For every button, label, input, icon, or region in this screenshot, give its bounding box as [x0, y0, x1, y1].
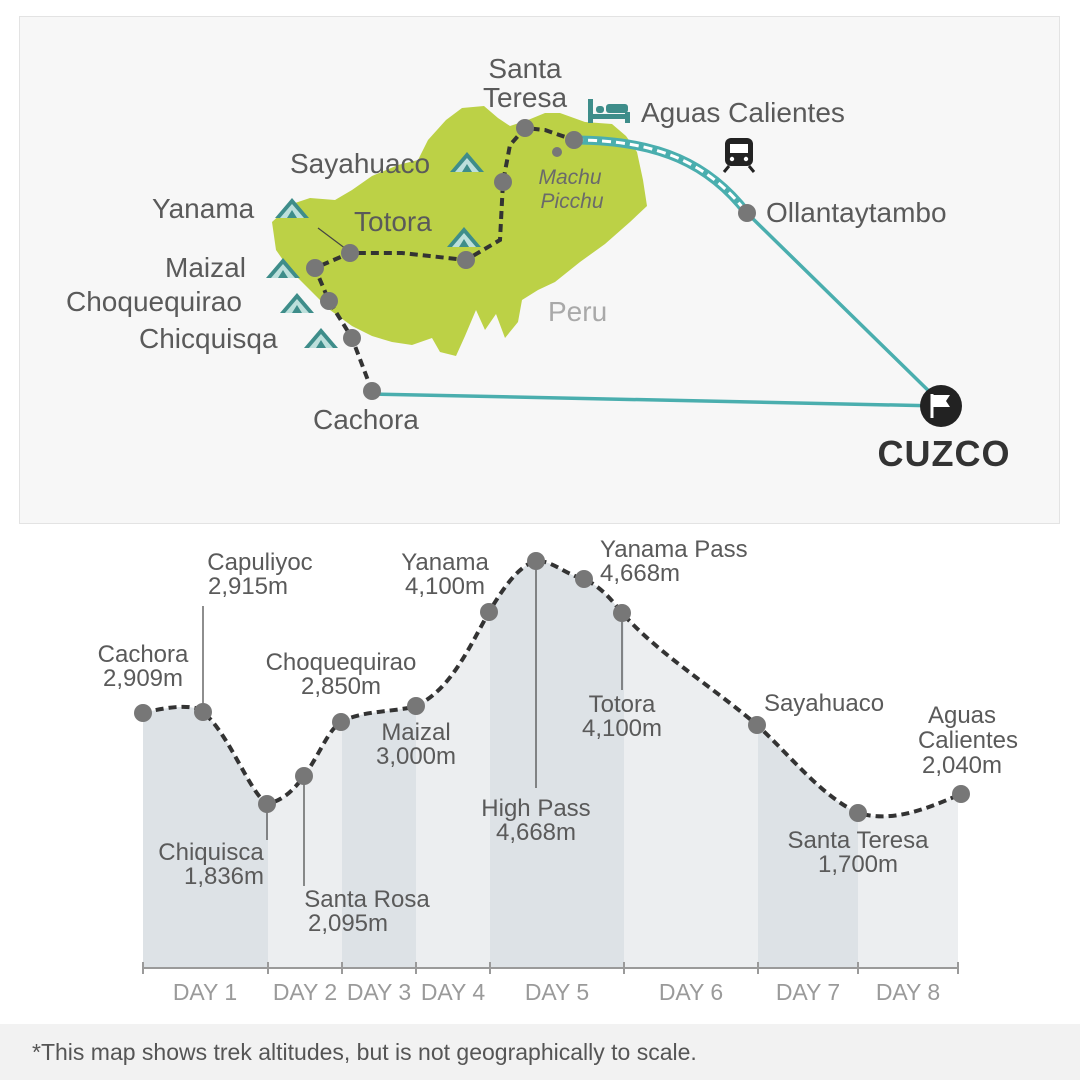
point-capuliyoc — [194, 703, 212, 721]
point-high-pass — [527, 552, 545, 570]
alt-label-high-pass-value: 4,668m — [496, 819, 576, 846]
point-totora — [613, 604, 631, 622]
profile-sky-mask — [130, 540, 975, 817]
point-yanama — [480, 603, 498, 621]
alt-label-sayahuaco-name: Sayahuaco — [764, 690, 884, 717]
alt-label-maizal-name: Maizal — [381, 719, 450, 746]
marker-machu-picchu — [552, 147, 562, 157]
marker-aguas-calientes — [565, 131, 583, 149]
alt-label-santa-rosa-value: 2,095m — [308, 910, 388, 937]
route-road-cachora-cuzco — [371, 392, 941, 408]
alt-label-aguas-calientes-name-1: Aguas — [928, 702, 996, 729]
alt-label-cachora-value: 2,909m — [103, 665, 183, 692]
point-santa-rosa — [295, 767, 313, 785]
profile-markers — [134, 552, 970, 822]
alt-label-aguas-calientes-value: 2,040m — [922, 752, 1002, 779]
label-cuzco: CUZCO — [878, 433, 1011, 474]
point-santa-teresa — [849, 804, 867, 822]
marker-santa-teresa — [516, 119, 534, 137]
alt-label-santa-rosa-name: Santa Rosa — [304, 886, 430, 913]
day-label-5: DAY 5 — [525, 979, 589, 1005]
label-cachora: Cachora — [313, 404, 419, 435]
alt-label-maizal-value: 3,000m — [376, 743, 456, 770]
marker-chicquisqa — [343, 329, 361, 347]
flag-icon — [920, 385, 962, 427]
route-road-ollantaytambo-cuzco — [745, 211, 942, 404]
day-label-7: DAY 7 — [776, 979, 840, 1005]
alt-label-yanama-pass-name: Yanama Pass — [600, 536, 748, 563]
alt-label-cachora-name: Cachora — [98, 641, 189, 668]
label-maizal: Maizal — [165, 252, 246, 283]
label-choquequirao: Choquequirao — [66, 286, 242, 317]
day-label-6: DAY 6 — [659, 979, 723, 1005]
bed-icon — [588, 99, 630, 123]
label-machu-picchu-2: Picchu — [540, 190, 603, 213]
peru-land-shape — [272, 106, 647, 356]
label-machu-picchu-1: Machu — [538, 166, 601, 189]
route-rail-dashes — [573, 138, 749, 214]
label-yanama: Yanama — [152, 193, 255, 224]
alt-label-chiquisca-name: Chiquisca — [158, 839, 264, 866]
label-totora: Totora — [354, 206, 432, 237]
marker-yanama — [341, 244, 359, 262]
marker-sayahuaco — [494, 173, 512, 191]
alt-label-totora-name: Totora — [589, 691, 656, 718]
alt-label-yanama-name: Yanama — [401, 549, 489, 576]
map-markers — [306, 119, 756, 400]
alt-label-chiquisca-value: 1,836m — [184, 863, 264, 890]
point-cachora — [134, 704, 152, 722]
alt-label-choquequirao-value: 2,850m — [301, 673, 381, 700]
marker-totora — [457, 251, 475, 269]
label-aguas-calientes: Aguas Calientes — [641, 97, 845, 128]
tent-icon — [304, 328, 338, 348]
point-sayahuaco — [748, 716, 766, 734]
label-chicquisqa: Chicquisqa — [139, 323, 278, 354]
point-yanama-pass — [575, 570, 593, 588]
marker-choquequirao — [320, 292, 338, 310]
day-label-1: DAY 1 — [173, 979, 237, 1005]
point-maizal — [407, 697, 425, 715]
train-icon — [722, 138, 756, 173]
marker-maizal — [306, 259, 324, 277]
band-day-5 — [490, 560, 624, 968]
day-label-2: DAY 2 — [273, 979, 337, 1005]
point-aguas-calientes — [952, 785, 970, 803]
label-santa-teresa-2: Teresa — [483, 82, 567, 113]
alt-label-santa-teresa-value: 1,700m — [818, 851, 898, 878]
alt-label-aguas-calientes-name-2: Calientes — [918, 727, 1018, 754]
alt-label-yanama-pass-value: 4,668m — [600, 560, 680, 587]
day-label-3: DAY 3 — [347, 979, 411, 1005]
label-sayahuaco: Sayahuaco — [290, 148, 430, 179]
marker-ollantaytambo — [738, 204, 756, 222]
alt-label-capuliyoc-name: Capuliyoc — [207, 549, 312, 576]
point-chiquisca — [258, 795, 276, 813]
alt-label-capuliyoc-value: 2,915m — [208, 573, 288, 600]
alt-label-yanama-value: 4,100m — [405, 573, 485, 600]
tent-icon — [280, 293, 314, 313]
day-axis — [142, 962, 959, 974]
footnote: *This map shows trek altitudes, but is n… — [0, 1024, 1080, 1080]
label-santa-teresa-1: Santa — [488, 53, 562, 84]
day-label-8: DAY 8 — [876, 979, 940, 1005]
label-peru: Peru — [548, 296, 607, 327]
day-label-4: DAY 4 — [421, 979, 486, 1005]
alt-label-high-pass-name: High Pass — [481, 795, 590, 822]
label-ollantaytambo: Ollantaytambo — [766, 197, 947, 228]
marker-cachora — [363, 382, 381, 400]
alt-label-santa-teresa-name: Santa Teresa — [788, 827, 930, 854]
point-choquequirao — [332, 713, 350, 731]
alt-label-totora-value: 4,100m — [582, 715, 662, 742]
alt-label-choquequirao-name: Choquequirao — [266, 649, 417, 676]
